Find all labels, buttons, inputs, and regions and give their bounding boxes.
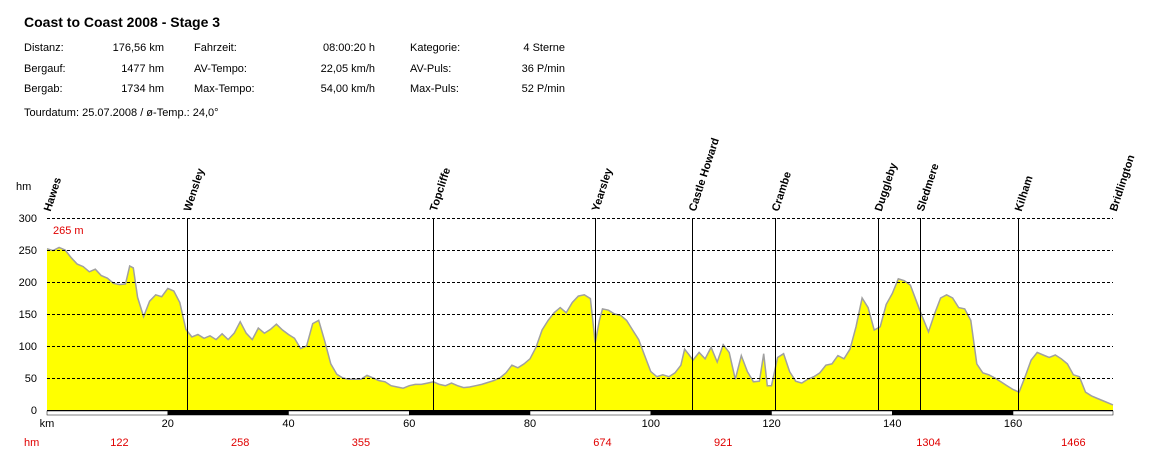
stat-label-ride-time: Fahrzeit:: [194, 42, 237, 54]
y-tick-label-50: 50: [25, 373, 37, 385]
waypoint-label-yearsley: Yearsley: [590, 166, 615, 213]
waypoint-label-duggleby: Duggleby: [873, 161, 900, 213]
km-scale-segment: [892, 410, 1014, 416]
y-tick-label-200: 200: [19, 277, 37, 289]
stat-label-ascent: Bergauf:: [24, 63, 66, 75]
waypoint-label-castle-howard: Castle Howard: [687, 137, 722, 213]
cumulative-ascent-label: 258: [231, 437, 249, 449]
x-tick-label-100: 100: [642, 418, 660, 430]
km-scale-segment: [46, 410, 169, 416]
tour-date: Tourdatum: 25.07.2008 / ø-Temp.: 24,0°: [24, 107, 219, 119]
cumulative-ascent-label: 122: [110, 437, 128, 449]
stat-value-distance: 176,56 km: [112, 42, 164, 54]
stat-label-avg-speed: AV-Tempo:: [194, 63, 247, 75]
y-tick-label-300: 300: [19, 213, 37, 225]
y-tick-label-250: 250: [19, 245, 37, 257]
stat-value-avg-pulse: 36 P/min: [521, 63, 565, 75]
stat-label-category: Kategorie:: [410, 42, 461, 54]
waypoint-label-sledmere: Sledmere: [915, 162, 942, 213]
cumulative-ascent-label: 921: [714, 437, 732, 449]
km-scale-segment: [771, 410, 893, 416]
stat-value-ride-time: 08:00:20 h: [323, 42, 375, 54]
km-scale-segment: [409, 410, 531, 416]
km-scale-segment: [529, 410, 652, 416]
stat-value-avg-speed: 22,05 km/h: [320, 63, 375, 75]
waypoint-label-hawes: Hawes: [42, 176, 64, 213]
x-axis-unit: km: [40, 418, 55, 430]
stat-value-ascent: 1477 hm: [121, 63, 164, 75]
x-tick-label-80: 80: [524, 418, 536, 430]
cumulative-ascent-label: 1466: [1061, 437, 1085, 449]
stat-label-max-pulse: Max-Puls:: [410, 83, 459, 95]
stat-label-max-speed: Max-Tempo:: [194, 83, 255, 95]
x-tick-label-40: 40: [282, 418, 294, 430]
stat-label-descent: Bergab:: [24, 83, 63, 95]
x-tick-label-160: 160: [1004, 418, 1022, 430]
y-tick-label-100: 100: [19, 341, 37, 353]
elevation-area: [47, 247, 1113, 410]
cumulative-ascent-label: 355: [352, 437, 370, 449]
stat-label-avg-pulse: AV-Puls:: [410, 63, 452, 75]
waypoint-label-crambe: Crambe: [770, 170, 794, 213]
stat-value-descent: 1734 hm: [121, 83, 164, 95]
max-elevation-label: 265 m: [53, 225, 84, 237]
stat-value-category: 4 Sterne: [523, 42, 565, 54]
cumulative-ascent-label: 1304: [916, 437, 940, 449]
x-tick-label-140: 140: [883, 418, 901, 430]
cumulative-ascent-unit: hm: [24, 437, 39, 449]
waypoint-label-topcliffe: Topcliffe: [428, 166, 453, 213]
waypoint-label-bridlington: Bridlington: [1108, 153, 1138, 213]
stat-value-max-pulse: 52 P/min: [521, 83, 565, 95]
x-tick-label-60: 60: [403, 418, 415, 430]
y-axis-unit: hm: [16, 181, 31, 193]
stat-label-distance: Distanz:: [24, 42, 64, 54]
waypoint-label-kilham: Kilham: [1013, 174, 1036, 213]
x-tick-label-20: 20: [162, 418, 174, 430]
stat-value-max-speed: 54,00 km/h: [320, 83, 375, 95]
km-scale-segment: [650, 410, 772, 416]
cumulative-ascent-label: 674: [593, 437, 611, 449]
waypoint-label-wensley: Wensley: [182, 166, 207, 213]
y-tick-label-150: 150: [19, 309, 37, 321]
km-scale-segment: [167, 410, 289, 416]
elevation-line: [46, 246, 1114, 406]
x-tick-label-120: 120: [762, 418, 780, 430]
km-scale-segment: [288, 410, 410, 416]
y-tick-label-0: 0: [31, 405, 37, 417]
chart-title: Coast to Coast 2008 - Stage 3: [24, 14, 221, 30]
km-scale-segment: [1012, 410, 1114, 416]
